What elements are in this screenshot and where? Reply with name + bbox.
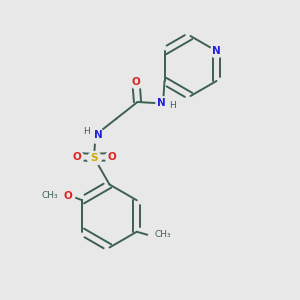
Text: CH₃: CH₃ [155, 230, 171, 239]
Text: S: S [90, 152, 98, 163]
Text: N: N [157, 98, 166, 109]
Text: O: O [132, 77, 140, 88]
Text: H: H [83, 127, 90, 136]
Text: N: N [212, 46, 221, 56]
Text: H: H [169, 100, 176, 109]
Text: O: O [63, 191, 72, 201]
Text: N: N [94, 130, 102, 140]
Text: CH₃: CH₃ [42, 191, 58, 200]
Text: O: O [107, 152, 116, 162]
Text: O: O [72, 152, 81, 162]
